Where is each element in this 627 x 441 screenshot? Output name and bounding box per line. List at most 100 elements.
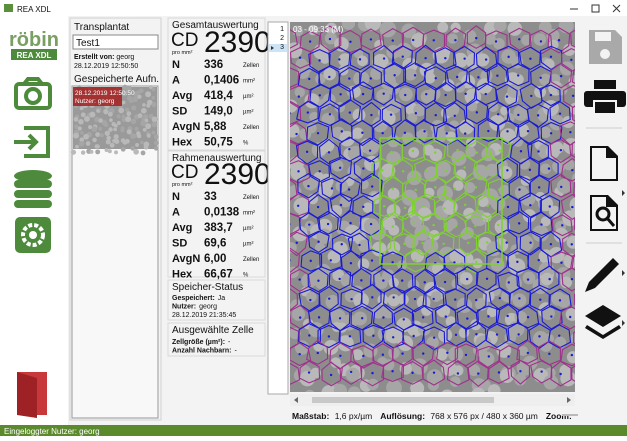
scrollbar-thumb[interactable] xyxy=(312,397,494,403)
save-icon[interactable] xyxy=(589,30,622,64)
cell-texture xyxy=(140,140,144,145)
cell-outline xyxy=(360,249,384,273)
cell-texture xyxy=(385,326,403,344)
stat-unit: Zellen xyxy=(243,257,259,263)
cell-center xyxy=(393,74,396,77)
layers-icon[interactable] xyxy=(585,305,621,339)
cell-texture xyxy=(408,147,420,158)
image-list-item[interactable]: 3 xyxy=(280,44,284,51)
cell-texture xyxy=(452,365,464,376)
saved-thumbnail[interactable]: 28.12.2019 12:50:50 Nutzer: georg xyxy=(70,84,159,156)
cell-center xyxy=(466,317,469,320)
cell-center xyxy=(339,354,342,357)
cell-outline xyxy=(516,339,539,364)
stat-unit: % xyxy=(243,273,249,279)
import-icon[interactable] xyxy=(14,126,50,158)
cell-texture xyxy=(89,111,96,118)
cell-outline xyxy=(391,45,413,70)
cell-texture xyxy=(299,128,312,141)
camera-icon[interactable] xyxy=(14,77,52,110)
cell-texture xyxy=(142,127,147,132)
cell-texture xyxy=(445,131,457,142)
cell-texture xyxy=(307,24,319,36)
cell-outline xyxy=(316,210,339,235)
cell-center xyxy=(391,261,394,264)
stat-unit: Zellen xyxy=(243,125,259,131)
cell-texture xyxy=(314,273,331,290)
cell-center xyxy=(307,184,310,188)
cell-outline xyxy=(331,233,354,256)
cell-outline xyxy=(362,324,386,349)
settings-icon[interactable] xyxy=(15,217,51,253)
cell-texture xyxy=(104,148,109,152)
edit-icon[interactable] xyxy=(585,258,619,292)
cell-center xyxy=(318,170,321,173)
cell-outline xyxy=(499,345,520,370)
cell-center xyxy=(529,241,532,244)
close-button[interactable] xyxy=(612,4,621,13)
cell-outline xyxy=(307,230,330,253)
cell-outline xyxy=(329,342,352,370)
created-at: 28.12.2019 12:50:50 xyxy=(74,63,138,70)
cell-outline xyxy=(488,360,510,385)
cell-outline xyxy=(290,29,299,49)
cell-outline xyxy=(328,267,352,291)
cell-center xyxy=(496,74,499,77)
cell-center xyxy=(498,296,501,300)
cd-label: CD xyxy=(171,30,198,51)
cell-texture xyxy=(126,129,132,135)
maximize-button[interactable] xyxy=(591,4,600,13)
cell-center xyxy=(362,167,365,170)
cell-center xyxy=(539,298,542,301)
cell-texture xyxy=(388,224,400,236)
cell-texture xyxy=(430,291,442,302)
cell-center xyxy=(464,353,468,357)
cell-center xyxy=(444,315,448,318)
cell-center xyxy=(296,204,300,207)
cell-outline xyxy=(574,293,575,306)
cell-outline xyxy=(571,365,575,382)
cell-texture xyxy=(91,126,98,132)
cell-center xyxy=(537,150,540,153)
cell-center xyxy=(475,260,478,263)
cell-center xyxy=(569,130,572,134)
cell-texture xyxy=(545,144,560,159)
exit-icon[interactable] xyxy=(17,372,47,418)
created-by: Erstellt von: georg xyxy=(74,54,134,61)
cell-texture xyxy=(126,111,132,117)
cell-texture xyxy=(151,87,156,92)
cell-texture xyxy=(140,107,147,114)
cell-texture xyxy=(339,195,352,208)
cell-outline xyxy=(475,46,498,73)
preview-icon[interactable] xyxy=(590,195,618,231)
cell-center xyxy=(558,334,561,337)
cell-texture xyxy=(80,131,84,135)
print-icon[interactable] xyxy=(584,80,626,115)
image-list-item[interactable]: 2 xyxy=(280,35,284,42)
new-document-icon[interactable] xyxy=(590,146,618,181)
cell-center xyxy=(411,38,415,42)
cell-center xyxy=(371,296,374,299)
cell-texture xyxy=(437,22,449,33)
cell-outline xyxy=(360,283,382,310)
cell-outline xyxy=(443,249,467,275)
cell-texture xyxy=(499,368,514,384)
cell-texture xyxy=(92,137,97,143)
cell-texture xyxy=(294,86,305,98)
cell-center xyxy=(477,76,480,79)
cell-texture xyxy=(98,127,103,131)
cell-center xyxy=(370,259,374,262)
database-icon[interactable] xyxy=(14,170,52,208)
cell-outline xyxy=(465,214,487,239)
cell-texture xyxy=(357,55,368,67)
cell-center xyxy=(339,203,343,207)
cell-center xyxy=(329,259,332,262)
label: Zellgröße (µm²): xyxy=(172,339,225,346)
cell-outline xyxy=(290,288,298,312)
cell-texture xyxy=(121,100,126,105)
cell-center xyxy=(413,297,417,301)
cell-center xyxy=(362,205,365,209)
image-list-item[interactable]: 1 xyxy=(280,26,284,33)
transplant-name-input[interactable] xyxy=(72,34,159,50)
cell-texture xyxy=(548,205,561,218)
